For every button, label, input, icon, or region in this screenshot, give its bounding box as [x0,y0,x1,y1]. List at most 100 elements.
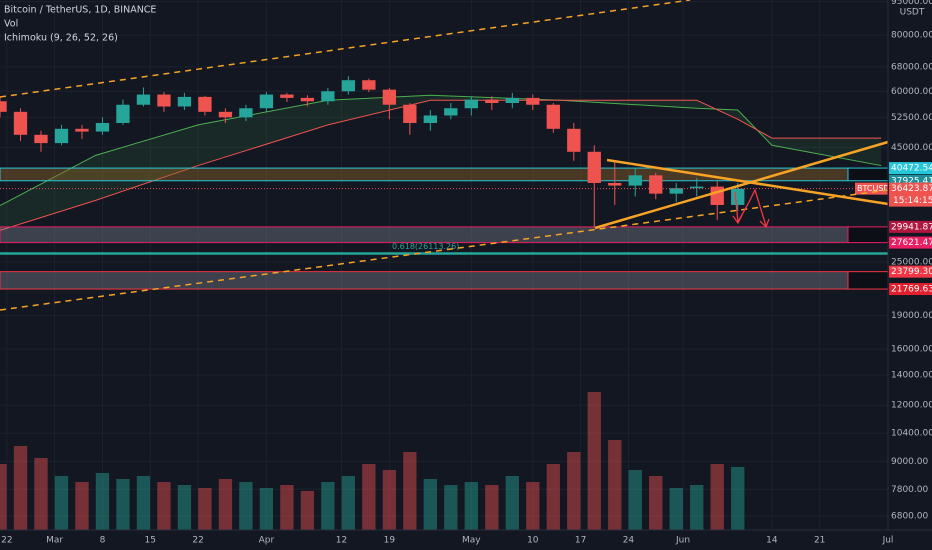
y-tick-label: 12000.00 [891,401,932,411]
volume-bar [116,479,130,530]
x-tick-label: Apr [259,536,275,546]
price-tag [889,236,932,249]
cloud [0,95,882,231]
y-tick-label: 80000.00 [891,31,932,41]
y-tick-label: 14000.00 [891,371,932,381]
y-tick-label: 19000.00 [891,311,932,321]
volume-bar [608,440,622,530]
volume-bar [710,464,724,530]
x-tick-label: 14 [766,536,778,546]
volume-bar [546,464,560,530]
candle-body [505,97,519,104]
volume-bar [95,473,110,530]
candle-body [116,104,130,123]
volume-bar [526,482,540,530]
y-tick-label: 25000.00 [891,258,932,268]
price-tag-label: 21769.63 [891,285,932,295]
y-tick-label: 7800.00 [891,485,928,495]
x-tick-label: May [462,536,481,546]
chart-title: Bitcoin / TetherUS, 1D, BINANCE [4,5,156,16]
volume-bar [444,485,458,530]
fib-label: 0.618(26113.26) [392,242,459,251]
x-tick-label: 21 [814,536,825,546]
candle-body [198,96,212,112]
candle-body [300,97,315,102]
candle-body [423,115,437,123]
volume-bar [157,482,171,530]
zone-extension [847,271,889,290]
volume-bar [54,476,69,530]
y-tick-label: 6800.00 [891,512,928,522]
x-tick-label: 24 [623,536,635,546]
candle-body [710,186,724,205]
volume-bar [321,482,335,530]
volume-bar [34,458,48,530]
price-axis [888,0,932,530]
price-tag [889,162,932,175]
x-tick-label: 15 [145,536,156,546]
volume-bar [731,467,745,530]
triangle-lower [594,140,889,230]
candle-body [690,186,704,189]
volume-bar [362,464,376,530]
y-tick-label: 60000.00 [891,87,932,97]
candle-body [444,108,458,116]
symbol-tag [855,182,888,195]
price-tag-label: 40472.54 [891,164,932,174]
volume-bar [239,482,253,530]
candle-body [669,188,683,194]
indicator-label: Ichimoku (9, 26, 52, 26) [4,33,118,44]
arrow-head [759,218,770,229]
x-tick-label: Jun [675,536,690,546]
price-tag [889,265,932,278]
x-tick-label: 19 [384,536,396,546]
candle-body [177,96,192,107]
volume-bar [649,476,663,530]
indicator-label: Vol [4,19,18,30]
volume-bar [341,476,356,530]
x-tick-label: 22 [1,536,12,546]
zone-extension [847,167,889,182]
candle-body [75,128,89,132]
candle-body [628,175,642,186]
projection-arrow [734,188,767,227]
volume-bar [587,392,601,530]
candle-body [218,111,233,118]
price-tag-label: 23799.30 [891,267,932,277]
volume-bar [0,464,7,530]
candle-body [362,80,376,90]
volume-bar [280,485,294,530]
candle-body [280,94,294,98]
candle-body [546,104,560,129]
x-tick-label: 8 [100,536,106,546]
x-tick-label: 17 [575,536,586,546]
y-tick-label: 16000.00 [891,345,932,355]
price-tag-label: 36423.87 [891,184,932,194]
x-tick-label: 12 [336,536,347,546]
y-tick-label: 10400.00 [891,429,932,439]
candle-body [321,91,335,102]
zone [0,226,849,244]
zone [0,271,849,290]
volume-bar [423,479,437,530]
countdown-label: 15:14:15 [893,196,932,206]
volume-bar [13,446,28,530]
y-tick-label: 95000.00 [891,0,932,7]
candle-body [54,128,69,144]
candle-body [731,188,745,205]
y-tick-label: 9000.00 [891,457,928,467]
volume-bar [669,488,683,530]
candle-body [341,80,356,92]
volume-bar [300,491,315,530]
currency-label: USDT [900,8,925,18]
candle-body [485,99,499,104]
y-tick-label: 52500.00 [891,113,932,123]
candle-body [239,108,253,118]
x-tick-label: 10 [527,536,539,546]
span-a [0,94,882,206]
candle-body [464,99,478,109]
candle-body [259,94,274,109]
volume-bar [198,488,212,530]
